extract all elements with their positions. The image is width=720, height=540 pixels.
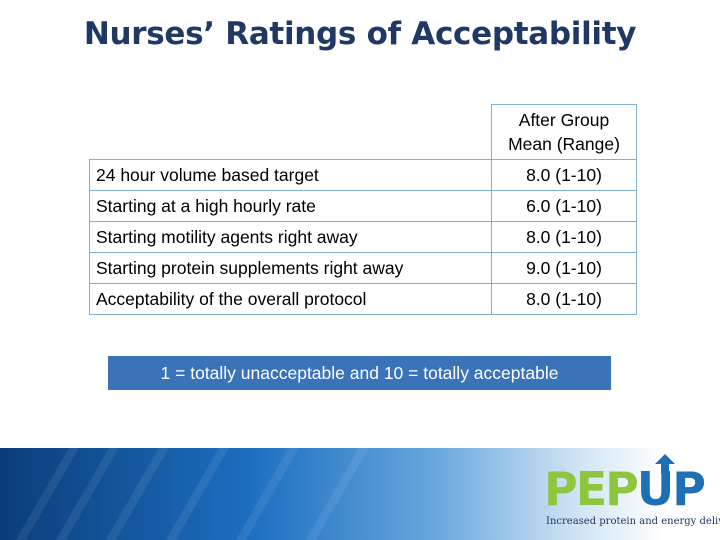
logo-wordmark: PEPUP bbox=[544, 462, 706, 516]
footer-stripe bbox=[155, 448, 235, 540]
row-label: Starting protein supplements right away bbox=[89, 252, 492, 284]
row-value: 8.0 (1-10) bbox=[491, 283, 637, 315]
column-header: After Group Mean (Range) bbox=[491, 104, 637, 160]
footer-stripe bbox=[295, 448, 375, 540]
table-row: Starting at a high hourly rate 6.0 (1-10… bbox=[89, 190, 637, 222]
row-value: 8.0 (1-10) bbox=[491, 159, 637, 191]
up-arrow-icon bbox=[655, 454, 675, 474]
header-blank-cell bbox=[89, 104, 492, 160]
table-row: Starting protein supplements right away … bbox=[89, 252, 637, 284]
row-label: Acceptability of the overall protocol bbox=[89, 283, 492, 315]
logo-up: UP bbox=[636, 462, 706, 516]
row-label: Starting at a high hourly rate bbox=[89, 190, 492, 222]
row-value: 9.0 (1-10) bbox=[491, 252, 637, 284]
table-row: 24 hour volume based target 8.0 (1-10) bbox=[89, 159, 637, 191]
table-row: Acceptability of the overall protocol 8.… bbox=[89, 283, 637, 315]
ratings-table: After Group Mean (Range) 24 hour volume … bbox=[89, 104, 637, 315]
logo-pep: PEP bbox=[544, 462, 639, 516]
row-value: 8.0 (1-10) bbox=[491, 221, 637, 253]
table-header-row: After Group Mean (Range) bbox=[89, 104, 637, 160]
row-label: Starting motility agents right away bbox=[89, 221, 492, 253]
column-header-line1: After Group bbox=[518, 110, 610, 130]
row-label: 24 hour volume based target bbox=[89, 159, 492, 191]
slide-title: Nurses’ Ratings of Acceptability bbox=[83, 16, 637, 52]
footer-stripe bbox=[225, 448, 305, 540]
scale-legend: 1 = totally unacceptable and 10 = totall… bbox=[108, 356, 611, 390]
logo-tagline: Increased protein and energy delivery bbox=[546, 516, 720, 527]
row-value: 6.0 (1-10) bbox=[491, 190, 637, 222]
pepup-logo: PEPUP Increased protein and energy deliv… bbox=[544, 454, 720, 536]
table-row: Starting motility agents right away 8.0 … bbox=[89, 221, 637, 253]
footer-banner bbox=[0, 448, 720, 540]
column-header-line2: Mean (Range) bbox=[508, 134, 620, 154]
